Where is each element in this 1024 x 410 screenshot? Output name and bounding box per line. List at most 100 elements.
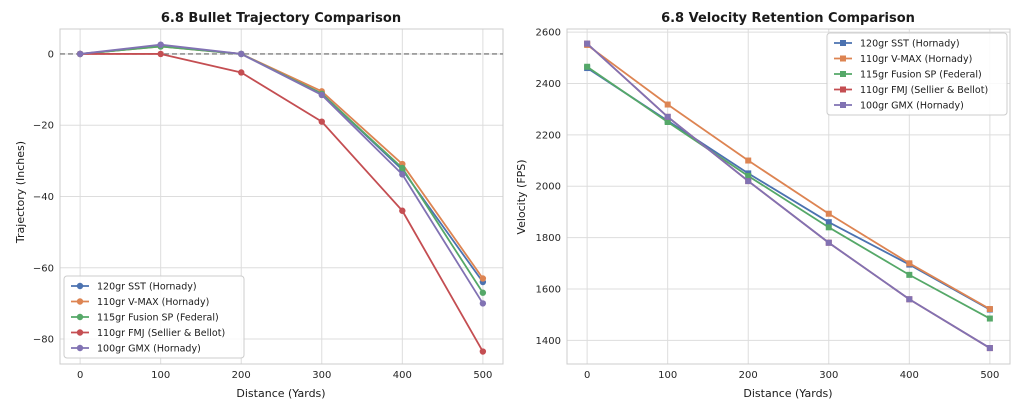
trajectory-x-axis-label: Distance (Yards): [236, 387, 325, 400]
velocity-y-tick-label: 2600: [536, 28, 561, 39]
trajectory-series-line: [80, 45, 484, 279]
trajectory-y-axis-label: Trajectory (Inches): [14, 141, 27, 244]
velocity-series-2: [584, 63, 993, 322]
trajectory-legend-marker: [76, 282, 84, 290]
trajectory-series-line: [80, 53, 484, 352]
velocity-data-point: [825, 239, 832, 246]
velocity-x-tick-label: 300: [819, 370, 838, 381]
velocity-legend-marker: [840, 71, 846, 77]
trajectory-data-point: [238, 50, 245, 58]
velocity-data-point: [664, 113, 671, 120]
trajectory-x-tick-label: 500: [473, 370, 492, 381]
trajectory-series-4: [76, 41, 487, 307]
trajectory-legend-label: 110gr V-MAX (Hornady): [97, 297, 209, 308]
velocity-legend-label: 115gr Fusion SP (Federal): [860, 70, 982, 81]
velocity-data-point: [906, 296, 913, 303]
trajectory-y-tick-label: 0: [48, 49, 54, 60]
velocity-y-tick-label: 2200: [536, 130, 561, 141]
velocity-legend-marker: [840, 102, 846, 108]
velocity-data-point: [825, 210, 832, 217]
trajectory-series-line: [80, 45, 484, 294]
trajectory-legend-label: 110gr FMJ (Sellier & Bellot): [97, 328, 225, 339]
trajectory-legend-label: 100gr GMX (Hornady): [97, 344, 201, 355]
trajectory-data-point: [318, 91, 325, 99]
trajectory-legend-marker: [76, 313, 84, 321]
velocity-y-tick-label: 1400: [536, 336, 561, 347]
velocity-legend-label: 120gr SST (Hornady): [860, 39, 960, 50]
trajectory-x-tick-label: 400: [393, 370, 412, 381]
velocity-data-point: [745, 157, 752, 164]
velocity-legend-label: 100gr GMX (Hornady): [860, 101, 964, 112]
velocity-legend-label: 110gr FMJ (Sellier & Bellot): [860, 85, 988, 96]
velocity-x-tick-label: 100: [658, 370, 677, 381]
velocity-legend-marker: [840, 55, 846, 62]
trajectory-data-point: [479, 348, 487, 355]
velocity-x-tick-label: 500: [980, 370, 999, 381]
velocity-x-tick-label: 0: [584, 370, 590, 381]
trajectory-legend-label: 115gr Fusion SP (Federal): [97, 313, 219, 324]
trajectory-data-point: [479, 275, 487, 282]
velocity-chart-title: 6.8 Velocity Retention Comparison: [661, 11, 915, 26]
velocity-data-point: [825, 224, 832, 231]
trajectory-data-point: [479, 289, 487, 296]
velocity-series-line: [586, 66, 991, 320]
velocity-series-line: [586, 42, 991, 349]
velocity-y-axis-label: Velocity (FPS): [515, 159, 528, 234]
trajectory-y-tick-label: −20: [33, 121, 54, 132]
velocity-y-tick-label: 1600: [536, 284, 561, 295]
velocity-series-line: [586, 44, 991, 310]
trajectory-y-tick-label: −80: [33, 335, 54, 346]
trajectory-x-tick-label: 200: [232, 370, 251, 381]
trajectory-x-tick-label: 0: [77, 370, 83, 381]
velocity-y-tick-label: 1800: [536, 233, 561, 244]
velocity-legend-box: [826, 32, 1008, 116]
velocity-legend-marker: [840, 86, 846, 93]
velocity-series-4: [584, 40, 993, 352]
velocity-legend-label: 110gr V-MAX (Hornady): [860, 54, 972, 65]
trajectory-data-point: [399, 207, 406, 214]
velocity-x-tick-label: 400: [900, 370, 919, 381]
trajectory-plot-frame: [59, 28, 504, 365]
velocity-data-point: [584, 63, 591, 70]
velocity-data-point: [745, 172, 752, 179]
velocity-data-point: [664, 118, 671, 125]
trajectory-legend-marker: [76, 344, 84, 352]
velocity-chart: 6.8 Velocity Retention Comparison Distan…: [515, 11, 1011, 400]
trajectory-legend-marker: [76, 298, 84, 305]
trajectory-legend-box: [63, 275, 245, 359]
velocity-x-tick-label: 200: [739, 370, 758, 381]
velocity-data-point: [825, 219, 832, 226]
trajectory-data-point: [399, 171, 406, 178]
velocity-data-point: [664, 101, 671, 108]
velocity-y-tick-label: 2000: [536, 182, 561, 193]
trajectory-data-point: [76, 50, 84, 58]
velocity-legend-marker: [840, 40, 846, 46]
trajectory-y-tick-label: −40: [33, 192, 54, 203]
trajectory-data-point: [479, 300, 487, 307]
velocity-data-point: [745, 178, 752, 185]
trajectory-y-tick-label: −60: [33, 263, 54, 274]
trajectory-legend: 120gr SST (Hornady) 110gr V-MAX (Hornady)…: [63, 275, 245, 359]
velocity-data-point: [584, 40, 591, 47]
trajectory-data-point: [157, 50, 164, 58]
velocity-data-point: [986, 315, 993, 322]
trajectory-data-point: [238, 69, 245, 76]
trajectory-data-point: [399, 164, 406, 172]
trajectory-legend-label: 120gr SST (Hornady): [97, 282, 197, 293]
velocity-data-point: [986, 306, 993, 313]
velocity-legend: 120gr SST (Hornady) 110gr V-MAX (Hornady)…: [826, 32, 1008, 116]
trajectory-series-2: [76, 43, 487, 296]
velocity-data-point: [986, 345, 993, 352]
trajectory-x-tick-label: 300: [312, 370, 331, 381]
velocity-data-point: [906, 271, 913, 278]
velocity-plot-frame: [566, 28, 1011, 365]
trajectory-x-tick-label: 100: [151, 370, 170, 381]
velocity-x-axis-label: Distance (Yards): [743, 387, 832, 400]
trajectory-data-point: [318, 118, 325, 125]
trajectory-chart: 6.8 Bullet Trajectory Comparison Distanc…: [14, 11, 504, 400]
trajectory-data-point: [157, 41, 164, 48]
trajectory-series-1: [76, 43, 487, 282]
trajectory-series-line: [80, 43, 484, 304]
trajectory-chart-title: 6.8 Bullet Trajectory Comparison: [161, 11, 401, 26]
